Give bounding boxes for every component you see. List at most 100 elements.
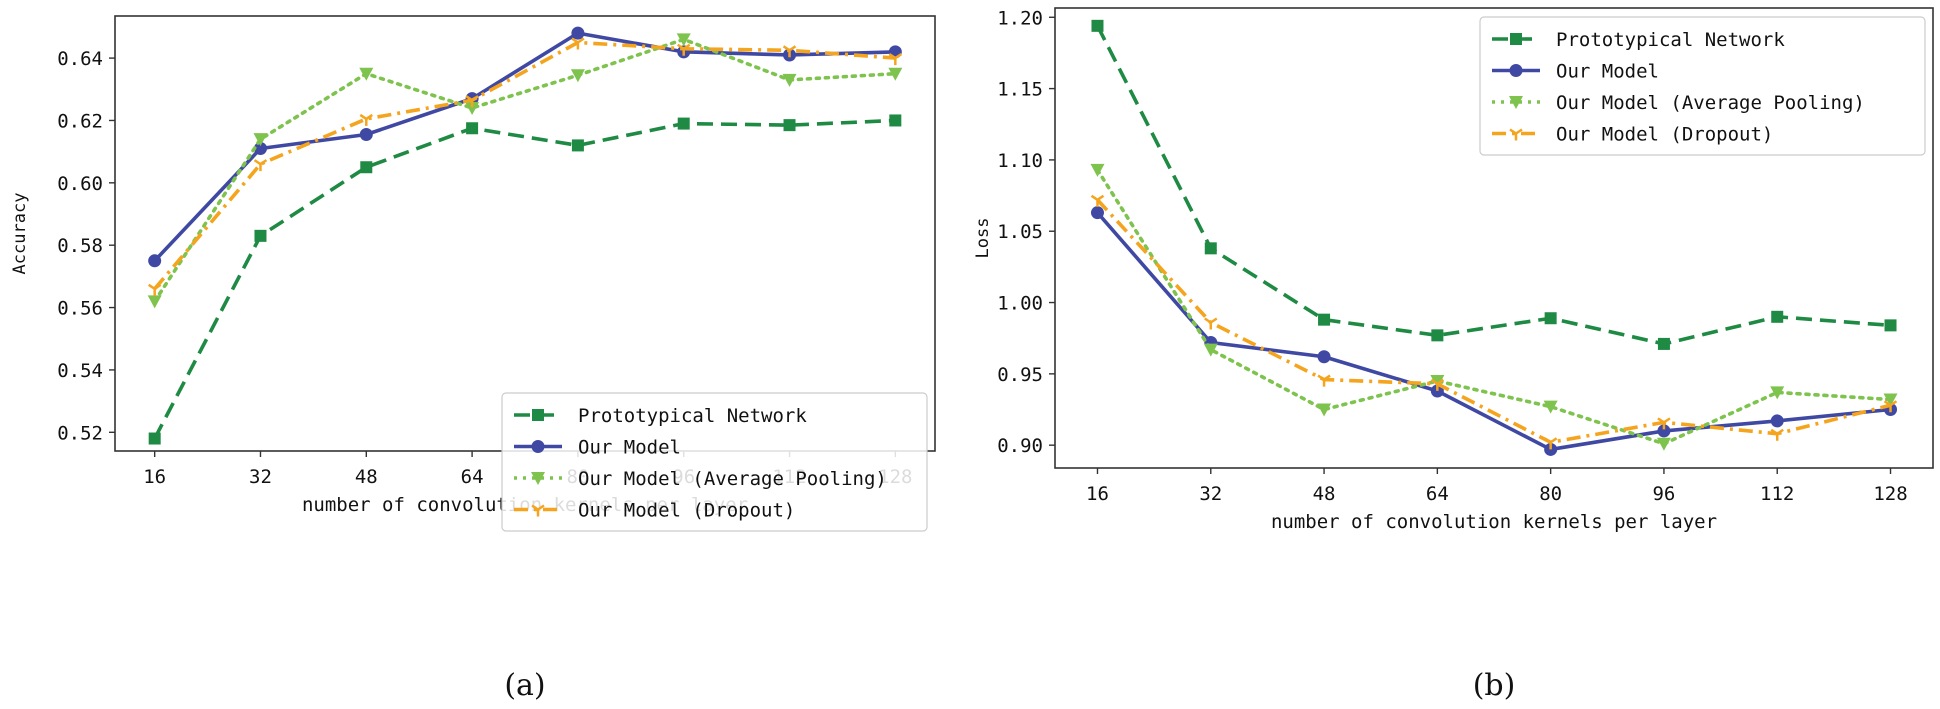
series-line xyxy=(153,31,896,263)
x-axis-label: number of convolution kernels per layer xyxy=(1271,511,1717,533)
data-point xyxy=(1430,378,1445,391)
data-point xyxy=(359,113,373,126)
y-tick-label: 1.10 xyxy=(997,150,1043,172)
data-point xyxy=(1090,163,1105,177)
data-point xyxy=(1090,194,1105,207)
data-point xyxy=(1090,206,1104,220)
legend-label: Our Model xyxy=(1556,61,1659,83)
data-point xyxy=(465,101,480,115)
y-tick-label: 0.60 xyxy=(57,173,103,195)
data-point xyxy=(1770,414,1784,428)
panel-caption: (a) xyxy=(504,668,545,703)
data-point xyxy=(1204,317,1218,330)
data-point xyxy=(253,142,267,156)
data-point xyxy=(677,117,690,130)
series-line xyxy=(1096,198,1891,445)
x-tick-label: 96 xyxy=(1652,483,1675,505)
data-point xyxy=(253,133,268,147)
x-tick-label: 32 xyxy=(249,466,272,488)
y-tick-label: 0.56 xyxy=(57,298,103,320)
data-point xyxy=(783,119,796,132)
data-point xyxy=(677,43,691,56)
y-tick-label: 0.52 xyxy=(57,422,103,444)
data-point xyxy=(1657,337,1670,350)
panel-caption: (b) xyxy=(1473,668,1516,703)
data-point xyxy=(782,45,797,58)
accuracy-chart: 1632486480961121280.520.540.560.580.600.… xyxy=(10,15,936,703)
plot-frame xyxy=(114,15,936,452)
data-point xyxy=(1318,313,1331,326)
y-tick-label: 1.00 xyxy=(997,293,1043,315)
legend-marker xyxy=(1510,33,1522,45)
data-point xyxy=(147,283,162,296)
data-point xyxy=(1883,393,1898,407)
data-point xyxy=(1884,319,1897,332)
data-point xyxy=(1317,403,1332,417)
data-point xyxy=(571,37,585,50)
data-point xyxy=(1091,19,1104,32)
legend-label: Our Model xyxy=(578,437,681,459)
legend-label: Prototypical Network xyxy=(578,405,807,427)
x-tick-label: 80 xyxy=(1539,483,1562,505)
data-point xyxy=(466,122,479,135)
data-point xyxy=(1203,343,1218,357)
data-point xyxy=(359,127,373,141)
y-axis-label: Accuracy xyxy=(10,193,30,275)
y-axis-label: Loss xyxy=(973,218,993,259)
legend-label: Our Model (Dropout) xyxy=(578,500,795,522)
data-point xyxy=(676,33,691,47)
y-tick-label: 0.90 xyxy=(997,435,1043,457)
data-point xyxy=(571,26,585,40)
data-point xyxy=(888,53,903,66)
series-line xyxy=(1095,168,1893,446)
data-point xyxy=(1543,437,1558,450)
data-point xyxy=(888,67,903,81)
data-point xyxy=(889,114,902,127)
y-tick-label: 0.62 xyxy=(57,110,103,132)
legend-marker xyxy=(531,472,545,485)
data-point xyxy=(360,161,373,174)
x-tick-label: 112 xyxy=(1760,483,1794,505)
data-point xyxy=(1771,310,1784,323)
legend-marker xyxy=(532,409,544,421)
data-point xyxy=(1770,386,1785,400)
data-point xyxy=(1317,374,1331,387)
x-tick-label: 32 xyxy=(1199,483,1222,505)
data-point xyxy=(1204,242,1217,255)
data-point xyxy=(1543,400,1558,414)
legend-marker xyxy=(1509,96,1523,109)
data-point xyxy=(359,67,374,81)
data-point xyxy=(1657,417,1671,430)
data-point xyxy=(1431,329,1444,342)
series-line xyxy=(1095,25,1891,346)
legend-label: Our Model (Average Pooling) xyxy=(1556,92,1865,114)
legend-label: Prototypical Network xyxy=(1556,29,1785,51)
series-line xyxy=(1096,211,1891,452)
data-point xyxy=(465,95,479,108)
data-point xyxy=(1430,374,1445,388)
plot-frame xyxy=(1054,7,1934,469)
data-point xyxy=(570,69,585,83)
data-point xyxy=(254,229,267,242)
data-point xyxy=(147,295,162,309)
y-tick-label: 0.64 xyxy=(57,48,103,70)
data-point xyxy=(148,432,161,445)
series-line xyxy=(153,118,896,440)
y-tick-label: 0.58 xyxy=(57,235,103,257)
y-tick-label: 0.95 xyxy=(997,364,1043,386)
data-point xyxy=(1544,442,1558,456)
data-point xyxy=(1317,350,1331,364)
data-point xyxy=(1544,312,1557,325)
data-point xyxy=(148,254,162,268)
legend-box xyxy=(501,392,928,532)
x-tick-label: 16 xyxy=(1086,483,1109,505)
legend-label: Our Model (Dropout) xyxy=(1556,124,1773,146)
x-tick-label: 48 xyxy=(355,466,378,488)
legend-box xyxy=(1479,16,1926,156)
data-point xyxy=(1770,428,1784,441)
data-point xyxy=(782,73,797,87)
data-point xyxy=(1430,384,1444,398)
y-tick-label: 0.54 xyxy=(57,360,103,382)
y-tick-label: 1.15 xyxy=(997,79,1043,101)
data-point xyxy=(1656,437,1671,451)
